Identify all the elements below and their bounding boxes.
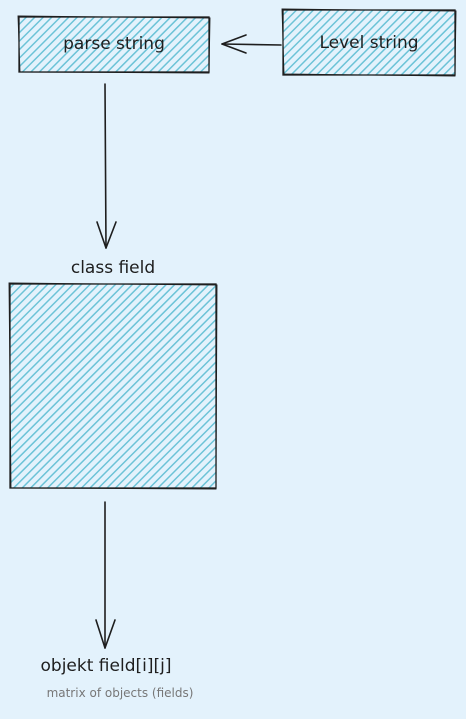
- matrix-caption: matrix of objects (fields): [46, 686, 194, 700]
- class-field-title: class field: [70, 258, 156, 278]
- objekt-field-label: objekt field[i][j]: [40, 656, 172, 676]
- arrow-parse-to-class-field: [96, 83, 117, 249]
- level-string-label: Level string: [319, 33, 419, 53]
- parse-string-label: parse string: [63, 34, 165, 54]
- class-field-node[interactable]: [8, 282, 218, 490]
- arrow-level-to-parse: [221, 34, 282, 54]
- arrow-class-field-to-objekt: [95, 501, 116, 649]
- parse-string-node[interactable]: [17, 15, 211, 74]
- level-string-node[interactable]: [281, 8, 457, 77]
